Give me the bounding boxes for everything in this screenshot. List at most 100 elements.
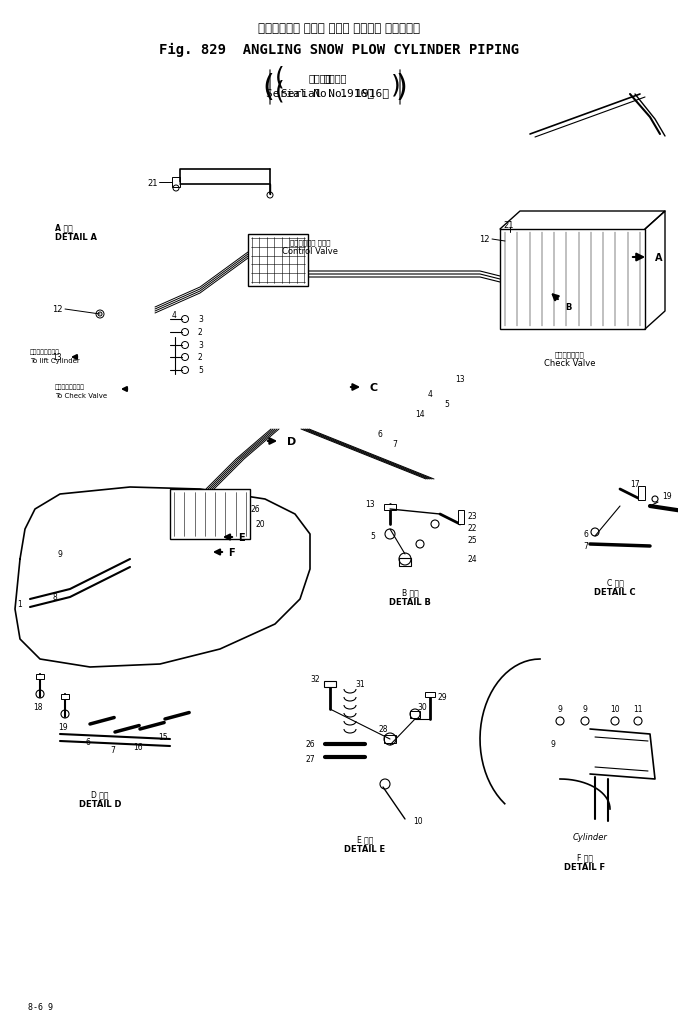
Text: 11: 11 <box>633 705 643 713</box>
Bar <box>384 736 396 743</box>
Bar <box>638 486 645 500</box>
Text: DETAIL E: DETAIL E <box>344 845 386 854</box>
Text: 適用号機: 適用号機 <box>308 73 332 83</box>
Text: A 詳細: A 詳細 <box>55 223 73 232</box>
Text: C 詳細: C 詳細 <box>607 578 624 587</box>
Bar <box>500 229 645 330</box>
Text: 9: 9 <box>582 705 587 713</box>
Bar <box>36 675 44 680</box>
Text: F: F <box>228 547 235 557</box>
Bar <box>384 504 396 511</box>
Text: 5: 5 <box>198 366 203 375</box>
Text: 17: 17 <box>630 480 640 489</box>
Text: E 詳細: E 詳細 <box>357 835 373 844</box>
Text: Cylinder: Cylinder <box>572 833 607 842</box>
Bar <box>399 558 411 567</box>
Text: Serial No. 1916～: Serial No. 1916～ <box>281 88 389 98</box>
Text: 5: 5 <box>370 532 375 541</box>
Text: ): ) <box>391 73 401 97</box>
Text: 6: 6 <box>378 430 382 439</box>
Text: 30: 30 <box>417 703 426 712</box>
Text: 9: 9 <box>557 705 563 713</box>
Text: To Check Valve: To Check Valve <box>55 392 107 398</box>
Text: 12: 12 <box>52 306 63 314</box>
Bar <box>172 178 180 187</box>
Text: 26: 26 <box>250 505 260 514</box>
Text: F 詳細: F 詳細 <box>577 853 593 862</box>
Text: 8-6 9: 8-6 9 <box>28 1003 53 1012</box>
Text: DETAIL B: DETAIL B <box>389 598 431 607</box>
Text: 4: 4 <box>428 390 433 399</box>
Bar <box>410 711 420 718</box>
Text: E: E <box>238 533 245 542</box>
Text: 10: 10 <box>610 705 620 713</box>
Text: 適用号機: 適用号機 <box>323 73 346 83</box>
Text: B 詳細: B 詳細 <box>401 588 418 597</box>
Bar <box>170 489 250 539</box>
Text: 1: 1 <box>17 600 22 609</box>
Text: 10: 10 <box>413 816 422 825</box>
Text: 23: 23 <box>468 512 477 521</box>
Text: リフトシリンダへ: リフトシリンダへ <box>30 348 60 355</box>
Text: To lift Cylinder: To lift Cylinder <box>30 358 80 364</box>
Text: ): ) <box>396 73 408 102</box>
Text: 2: 2 <box>198 328 203 337</box>
Text: 24: 24 <box>468 555 477 564</box>
Text: 22: 22 <box>468 524 477 533</box>
Text: 20: 20 <box>255 520 265 529</box>
Text: DETAIL D: DETAIL D <box>79 800 121 809</box>
Text: 7: 7 <box>393 440 397 449</box>
Text: Fig. 829  ANGLING SNOW PLOW CYLINDER PIPING: Fig. 829 ANGLING SNOW PLOW CYLINDER PIPI… <box>159 43 519 57</box>
Text: D: D <box>287 436 296 446</box>
Text: チェックバルブへ: チェックバルブへ <box>55 384 85 389</box>
Text: 15: 15 <box>158 733 168 742</box>
Text: 25: 25 <box>468 536 477 545</box>
Text: チェックバルブ: チェックバルブ <box>555 352 585 358</box>
Bar <box>425 692 435 697</box>
Text: DETAIL A: DETAIL A <box>55 232 97 242</box>
Text: 18: 18 <box>33 703 43 712</box>
Text: コントロール ハルフ: コントロール ハルフ <box>290 239 330 246</box>
Text: A: A <box>655 253 662 263</box>
Bar <box>324 682 336 688</box>
Text: 7: 7 <box>583 542 588 551</box>
Text: 2: 2 <box>198 354 203 362</box>
Text: 5: 5 <box>445 400 450 409</box>
Text: 6: 6 <box>85 738 90 747</box>
Text: 28: 28 <box>378 725 388 734</box>
Text: (: ( <box>262 73 274 102</box>
Text: 31: 31 <box>355 680 365 689</box>
Text: 3: 3 <box>198 341 203 351</box>
Text: D 詳細: D 詳細 <box>92 790 108 799</box>
Bar <box>248 234 308 286</box>
Text: 19: 19 <box>662 492 672 501</box>
Text: アングリング スノウ プラウ シリンダ パイピング: アングリング スノウ プラウ シリンダ パイピング <box>258 21 420 35</box>
Text: 8: 8 <box>53 593 58 602</box>
Text: 12: 12 <box>479 235 490 245</box>
Text: 9: 9 <box>550 740 555 749</box>
Text: 3: 3 <box>198 315 203 324</box>
Text: 4: 4 <box>172 311 177 320</box>
Text: 9: 9 <box>58 550 62 559</box>
Text: 29: 29 <box>437 693 447 702</box>
Text: Check Valve: Check Valve <box>544 359 596 368</box>
Text: (: ( <box>275 79 285 104</box>
Text: 32: 32 <box>311 675 320 684</box>
Text: Serial No. 1916～: Serial No. 1916～ <box>266 88 374 98</box>
Text: DETAIL F: DETAIL F <box>565 863 605 871</box>
Text: 13: 13 <box>455 375 465 384</box>
Text: 21: 21 <box>148 178 158 187</box>
Text: Control Valve: Control Valve <box>282 248 338 256</box>
Bar <box>61 694 69 699</box>
Text: B: B <box>565 304 572 312</box>
Text: 13: 13 <box>52 354 62 362</box>
Text: DETAIL C: DETAIL C <box>594 588 636 597</box>
Text: 21: 21 <box>503 221 513 230</box>
Text: 6: 6 <box>583 530 588 539</box>
Text: 7: 7 <box>111 746 115 755</box>
Text: C: C <box>370 382 378 392</box>
Text: 16: 16 <box>133 743 143 752</box>
Text: 27: 27 <box>305 755 315 764</box>
Text: 14: 14 <box>415 410 425 419</box>
Bar <box>458 511 464 525</box>
